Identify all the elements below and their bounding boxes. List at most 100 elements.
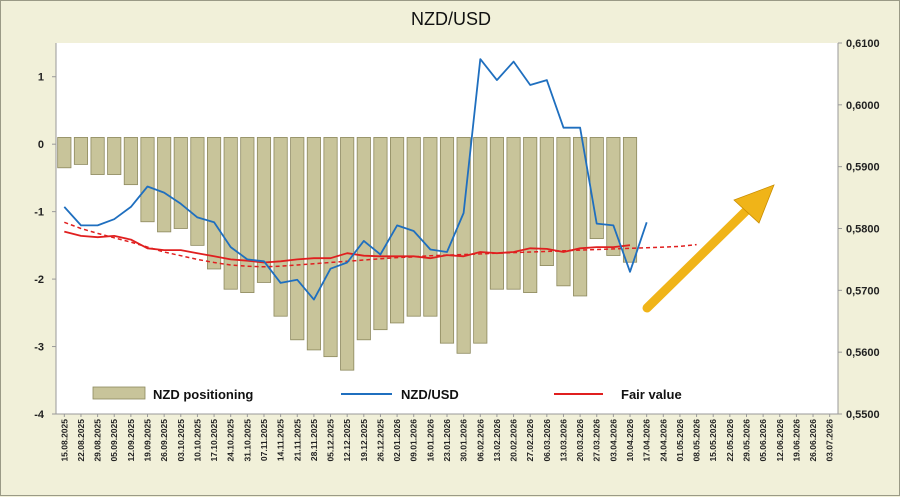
x-tick-label: 13.02.2026	[492, 419, 502, 462]
positioning-bar	[390, 137, 405, 324]
positioning-bar	[73, 137, 89, 165]
positioning-bar	[489, 137, 504, 290]
x-tick-label: 21.11.2025	[292, 419, 302, 461]
right-tick-label: 0,6000	[846, 100, 880, 112]
left-tick-label: -3	[34, 342, 44, 354]
nzdusd-line	[63, 58, 648, 301]
x-tick-label: 19.12.2025	[359, 419, 369, 462]
positioning-bar	[57, 137, 72, 169]
x-tick-label: 30.01.2026	[459, 419, 469, 462]
arrow-head-icon	[733, 184, 775, 224]
right-tick-label: 0,5500	[846, 409, 880, 421]
x-tick-label: 17.10.2025	[209, 419, 219, 462]
right-tick-label: 0,5800	[846, 224, 880, 236]
x-tick-label: 29.05.2026	[741, 419, 751, 462]
legend-label-fair-value: Fair value	[621, 387, 682, 402]
x-tick-label: 28.11.2025	[309, 419, 319, 461]
positioning-bar	[473, 137, 488, 344]
positioning-bar	[123, 137, 138, 186]
positioning-bar	[439, 137, 455, 344]
x-tick-label: 29.08.2025	[93, 419, 103, 462]
positioning-bar	[157, 137, 172, 233]
positioning-bar	[423, 137, 438, 317]
fair-value-line	[64, 230, 631, 264]
x-tick-label: 05.12.2025	[326, 419, 336, 462]
x-tick-label: 08.05.2026	[692, 419, 702, 462]
x-tick-label: 27.02.2026	[525, 419, 535, 462]
positioning-bar	[140, 137, 155, 223]
left-tick-label: 0	[38, 139, 44, 151]
x-tick-label: 14.11.2025	[276, 419, 286, 461]
positioning-bar	[240, 137, 255, 293]
x-tick-label: 12.06.2026	[775, 419, 785, 462]
left-tick-label: -2	[34, 274, 44, 286]
positioning-bar	[190, 137, 205, 246]
positioning-bar	[256, 137, 272, 283]
left-tick-label: -4	[34, 409, 45, 421]
positioning-bar	[456, 137, 471, 354]
left-tick-label: 1	[38, 72, 44, 84]
positioning-bar	[539, 137, 554, 267]
positioning-bar	[107, 137, 122, 175]
positioning-bar	[90, 137, 105, 175]
x-tick-label: 17.04.2026	[642, 419, 652, 462]
x-tick-label: 03.10.2025	[176, 419, 186, 462]
x-tick-label: 05.06.2026	[758, 419, 768, 462]
legend-label-nzdusd: NZD/USD	[401, 387, 459, 402]
fair-value-trend-line	[64, 221, 697, 268]
x-tick-label: 24.10.2025	[226, 419, 236, 462]
x-tick-label: 20.02.2026	[509, 419, 519, 462]
x-tick-label: 03.04.2026	[608, 419, 618, 462]
right-tick-label: 0,6100	[846, 38, 880, 50]
x-tick-label: 26.09.2025	[159, 419, 169, 462]
positioning-bar	[323, 137, 338, 358]
x-tick-label: 26.12.2025	[375, 419, 385, 462]
positioning-bar	[207, 137, 222, 270]
x-tick-label: 26.06.2026	[808, 419, 818, 462]
x-tick-label: 22.08.2025	[76, 419, 86, 462]
left-tick-label: -1	[34, 207, 44, 219]
positioning-bar	[406, 137, 421, 317]
right-tick-label: 0,5700	[846, 285, 880, 297]
x-tick-label: 23.01.2026	[442, 419, 452, 462]
arrow-shaft	[642, 203, 754, 313]
positioning-bar	[373, 137, 388, 331]
chart-title: NZD/USD	[411, 9, 491, 29]
x-tick-label: 12.12.2025	[342, 419, 352, 462]
positioning-bar	[173, 137, 188, 229]
positioning-bar	[573, 137, 588, 297]
x-tick-label: 06.03.2026	[542, 419, 552, 462]
x-tick-label: 07.11.2025	[259, 419, 269, 461]
x-tick-label: 19.09.2025	[143, 419, 153, 462]
positioning-bar	[523, 137, 538, 293]
positioning-bar	[273, 137, 288, 317]
x-tick-label: 19.06.2026	[791, 419, 801, 462]
positioning-bar	[306, 137, 321, 351]
x-tick-label: 03.07.2026	[825, 419, 835, 462]
x-tick-label: 15.08.2025	[59, 419, 69, 462]
x-tick-label: 12.09.2025	[126, 419, 136, 462]
x-tick-label: 22.05.2026	[725, 419, 735, 462]
positioning-bar	[356, 137, 371, 341]
positioning-bar	[556, 137, 571, 287]
x-tick-label: 10.10.2025	[192, 419, 202, 462]
x-tick-label: 16.01.2026	[425, 419, 435, 462]
x-tick-label: 20.03.2026	[575, 419, 585, 462]
x-tick-label: 13.03.2026	[558, 419, 568, 462]
x-tick-label: 01.05.2026	[675, 419, 685, 462]
x-tick-label: 09.01.2026	[409, 419, 419, 462]
x-tick-label: 06.02.2026	[475, 419, 485, 462]
x-tick-label: 27.03.2026	[592, 419, 602, 462]
x-tick-label: 31.10.2025	[242, 419, 252, 462]
x-tick-label: 02.01.2026	[392, 419, 402, 462]
positioning-bar	[622, 137, 638, 263]
x-tick-label: 24.04.2026	[658, 419, 668, 462]
positioning-bar	[506, 137, 521, 290]
x-tick-label: 10.04.2026	[625, 419, 635, 462]
positioning-bar	[606, 137, 621, 256]
x-tick-label: 15.05.2026	[708, 419, 718, 462]
right-tick-label: 0,5600	[846, 347, 880, 359]
legend-label-positioning: NZD positioning	[153, 387, 253, 402]
